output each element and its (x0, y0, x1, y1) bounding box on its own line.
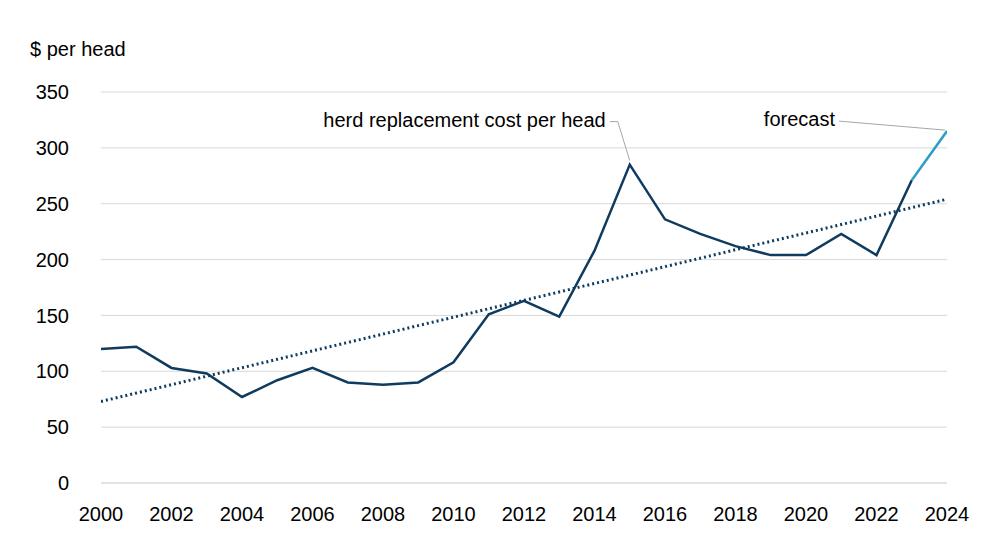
svg-text:herd replacement cost per head: herd replacement cost per head (323, 109, 605, 131)
svg-text:2024: 2024 (925, 503, 970, 525)
svg-text:2010: 2010 (431, 503, 476, 525)
svg-text:2008: 2008 (361, 503, 406, 525)
svg-text:2014: 2014 (572, 503, 617, 525)
svg-text:300: 300 (36, 137, 69, 159)
svg-text:50: 50 (47, 416, 69, 438)
svg-text:2022: 2022 (854, 503, 899, 525)
svg-text:2020: 2020 (784, 503, 829, 525)
svg-text:2004: 2004 (220, 503, 265, 525)
svg-text:2016: 2016 (643, 503, 688, 525)
svg-text:250: 250 (36, 193, 69, 215)
svg-text:0: 0 (58, 472, 69, 494)
svg-text:350: 350 (36, 81, 69, 103)
svg-text:150: 150 (36, 305, 69, 327)
svg-text:2012: 2012 (502, 503, 547, 525)
svg-text:200: 200 (36, 249, 69, 271)
svg-text:2002: 2002 (149, 503, 194, 525)
svg-text:2006: 2006 (290, 503, 335, 525)
svg-text:2000: 2000 (79, 503, 124, 525)
svg-text:2018: 2018 (713, 503, 758, 525)
html-text:$ per head: $ per head (30, 38, 126, 60)
svg-text:forecast: forecast (764, 108, 836, 130)
svg-text:100: 100 (36, 360, 69, 382)
